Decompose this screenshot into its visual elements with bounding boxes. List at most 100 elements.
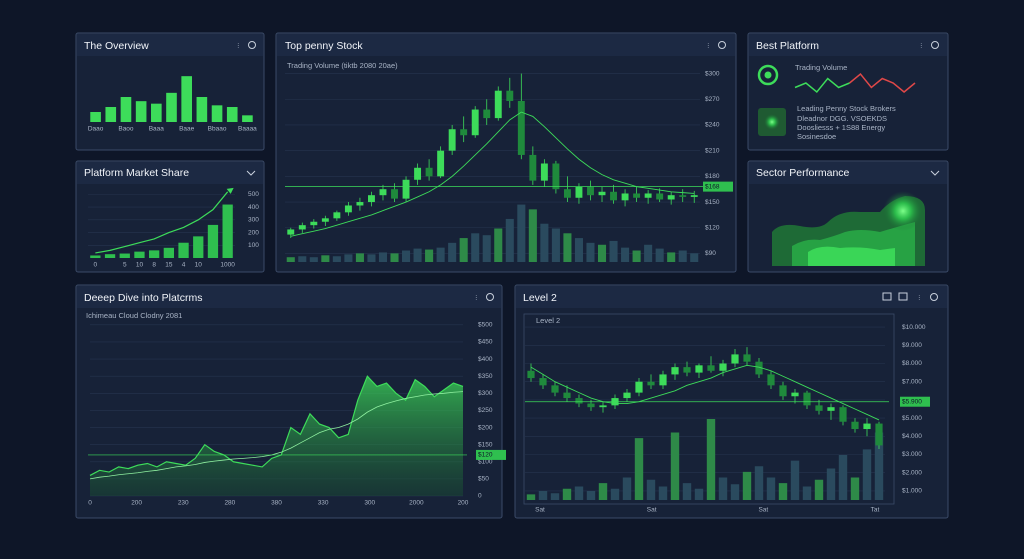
x-tick-label: 330	[318, 500, 329, 507]
volume-bar	[658, 486, 668, 500]
y-tick-label: $350	[478, 373, 493, 380]
bar	[149, 250, 160, 258]
collapse-icon[interactable]	[930, 170, 940, 176]
panel-frame	[747, 32, 949, 151]
moving-average	[530, 364, 880, 421]
price-marker-label: $5.900	[902, 398, 922, 405]
price-marker-box	[900, 396, 930, 407]
panel-title: Platform Market Share	[84, 167, 189, 179]
x-tick-label: Sat	[758, 507, 768, 514]
volume-bar	[390, 253, 399, 262]
volume-bar	[321, 255, 330, 262]
candle-body	[391, 189, 398, 199]
y-tick-label: $120	[705, 224, 720, 231]
volume-bar	[826, 468, 836, 500]
collapse-icon[interactable]	[246, 170, 256, 176]
panel-header	[77, 286, 501, 308]
volume-bar	[754, 466, 764, 500]
y-tick-label: $90	[705, 250, 716, 257]
volume-bar	[802, 486, 812, 500]
sector-area	[808, 246, 895, 266]
overview-panel: The Overview ⋮	[75, 32, 265, 151]
candle-body	[344, 205, 352, 213]
volume-bar	[874, 432, 884, 500]
bar	[193, 236, 204, 258]
x-tick-label: 200	[131, 500, 142, 507]
y-tick-label: $250	[478, 407, 493, 414]
settings-icon[interactable]	[718, 41, 726, 49]
y-tick-label: $210	[705, 147, 720, 154]
candle-body	[414, 167, 422, 180]
candle-body	[599, 405, 607, 408]
volume-bar	[459, 238, 468, 262]
candle-body	[529, 154, 537, 181]
settings-icon[interactable]	[931, 41, 939, 49]
volume-bar	[436, 247, 445, 262]
candle-body	[506, 90, 514, 101]
volume-bar	[609, 240, 618, 262]
candle-body	[731, 354, 739, 364]
volume-bar	[378, 252, 388, 262]
broker-line: Doosliesss + 1S88 Energy	[797, 123, 885, 132]
candle-body	[695, 365, 703, 373]
trend-line	[95, 191, 229, 254]
platform-icon	[757, 64, 779, 86]
x-tick-label: Baaa	[149, 126, 165, 133]
candle-body	[851, 421, 859, 430]
candle-body	[644, 193, 652, 198]
y-tick-label: $300	[478, 390, 493, 397]
settings-icon[interactable]	[486, 293, 494, 301]
volume-bar	[742, 471, 752, 500]
volume-bar	[690, 253, 699, 262]
panel-title: Best Platform	[756, 40, 819, 52]
menu-icon[interactable]: ⋮	[918, 43, 925, 50]
bar	[105, 107, 117, 122]
candle-body	[298, 225, 306, 230]
y-tick-label: $1.000	[902, 488, 922, 495]
x-tick-label: Baoo	[118, 126, 134, 133]
panel-title: Sector Performance	[756, 167, 850, 179]
x-tick-label: Tat	[871, 507, 880, 514]
sparkline	[849, 72, 916, 93]
chart-icon[interactable]	[882, 292, 892, 301]
price-marker-label: $120	[478, 452, 493, 459]
volume-bar	[634, 438, 644, 500]
volume-bar	[610, 488, 620, 500]
y-tick-label: $180	[705, 173, 720, 180]
settings-icon[interactable]	[248, 41, 256, 49]
candle-body	[379, 189, 387, 196]
menu-icon[interactable]: ⋮	[473, 295, 480, 302]
candle-body	[425, 167, 433, 177]
candle-body	[683, 367, 691, 373]
x-tick-label: Sat	[647, 507, 657, 514]
volume-bar	[667, 252, 676, 262]
bar	[222, 204, 233, 258]
sparkline-label: Trading Volume	[795, 63, 847, 72]
candle-body	[767, 374, 775, 386]
chart-subtitle: Trading Volume (tiktb 2080 20ae)	[287, 61, 398, 70]
menu-icon[interactable]: ⋮	[916, 295, 923, 302]
y-tick-label: $450	[478, 339, 493, 346]
volume-bar	[586, 491, 596, 500]
trend-arrow	[226, 187, 234, 194]
price-marker-box	[703, 181, 733, 192]
bar	[135, 101, 147, 122]
candle-body	[827, 407, 835, 411]
volume-bar	[528, 209, 537, 262]
candle-body	[563, 392, 571, 399]
y-tick-label: $150	[705, 199, 720, 206]
y-tick-label: $500	[478, 322, 493, 329]
menu-icon[interactable]: ⋮	[235, 43, 242, 50]
table-icon[interactable]	[898, 292, 908, 301]
y-tick-label: $7.000	[902, 378, 922, 385]
x-tick-label: 280	[224, 500, 235, 507]
candle-body	[623, 392, 631, 399]
candle-body	[540, 163, 548, 181]
volume-bar	[538, 491, 548, 500]
settings-icon[interactable]	[930, 293, 938, 301]
candle-body	[460, 129, 468, 136]
bar	[104, 254, 116, 258]
menu-icon[interactable]: ⋮	[705, 43, 712, 50]
candle-body	[517, 100, 525, 155]
bar	[163, 247, 174, 258]
